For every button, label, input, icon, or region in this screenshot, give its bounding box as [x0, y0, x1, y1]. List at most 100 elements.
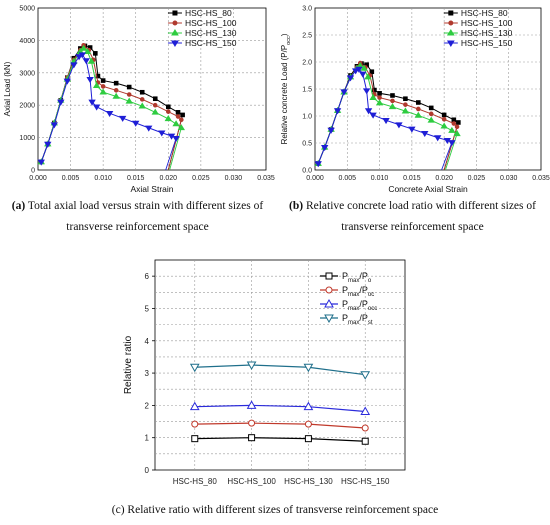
chart-c-data-point [303, 363, 314, 373]
chart-c-y-tick-label: 0 [145, 466, 150, 475]
chart-b-y-tick-label: 1.5 [302, 87, 312, 94]
chart-b-unloading-line [445, 133, 458, 171]
chart-a-y-tick-label: 1000 [19, 135, 35, 142]
chart-c-data-point [246, 400, 257, 409]
caption-c: (c) Relative ratio with different sizes … [0, 500, 550, 521]
chart-b-data-point [355, 66, 363, 73]
chart-b-y-tick-label: 2.0 [302, 60, 312, 67]
chart-b-data-point [364, 73, 372, 80]
chart-a-data-point [78, 52, 86, 59]
chart-b-legend-marker [446, 40, 455, 47]
chart-a-x-axis-label: Axial Strain [131, 184, 174, 194]
chart-b-data-point [390, 98, 395, 104]
chart-a-data-point [86, 76, 94, 84]
chart-a-data-point [63, 78, 72, 85]
chart-c-data-point [189, 363, 200, 373]
chart-b-data-point [416, 100, 421, 105]
chart-b-data-point [375, 99, 384, 106]
chart-c-data-point [248, 434, 256, 442]
chart-b-data-point [369, 112, 377, 119]
chart-c-data-point [191, 420, 199, 428]
chart-a-legend-label: HSC-HS_100 [185, 18, 237, 28]
chart-b-x-tick-label: 0.010 [371, 175, 389, 182]
chart-b-x-tick-label: 0.035 [532, 175, 550, 182]
chart-c-data-point [189, 401, 200, 411]
chart-b-data-point [320, 145, 329, 152]
chart-b-data-point [377, 95, 382, 100]
chart-a-data-point [175, 114, 181, 119]
chart-b-data-point [333, 108, 342, 115]
chart-b-x-tick-label: 0.030 [500, 175, 518, 182]
chart-a-data-point [87, 57, 96, 64]
chart-c-legend-marker [324, 298, 334, 308]
caption-b-label: (b) [289, 200, 304, 212]
chart-c-series-line [194, 422, 366, 429]
chart-a-data-point [177, 124, 186, 131]
chart-a-data-point [100, 84, 106, 89]
chart-b-data-point [453, 130, 461, 137]
chart-a-x-tick-label: 0.025 [192, 175, 210, 182]
chart-b-legend-marker [446, 29, 455, 36]
chart-a-data-point [152, 102, 158, 108]
chart-c-legend-marker [325, 272, 333, 280]
chart-a-legend-label: HSC-HS_80 [185, 8, 232, 18]
chart-c-x-tick-label: HSC-HS_150 [341, 477, 390, 486]
chart-b-data-point [377, 91, 382, 96]
chart-c-data-point [248, 419, 256, 427]
chart-c-x-tick-label: HSC-HS_80 [173, 477, 218, 486]
chart-a-data-point [93, 51, 98, 56]
chart-a-y-tick-label: 5000 [19, 6, 35, 13]
chart-b-data-point [441, 116, 447, 122]
chart-b-data-point [403, 96, 408, 102]
chart-a-data-point [172, 120, 180, 127]
chart-b-plot: 0.000 0.005 0.010 0.015 0.020 0.025 0.030 0.035… [280, 6, 550, 195]
chart-a-x-tick-label: 0.010 [94, 175, 112, 182]
chart-a-data-point [132, 120, 140, 127]
chart-a-data-point [139, 89, 145, 95]
chart-a-data-point [88, 99, 96, 106]
chart-a-data-point [158, 130, 166, 137]
chart-c-legend-label: Pmax/Pocc [342, 299, 377, 312]
chart-b-data-point [433, 135, 442, 142]
chart-c-plot: HSC-HS_80 HSC-HS_100 HSC-HS_130 HSC-HS_150 0… [123, 259, 406, 486]
chart-a-data-point [75, 54, 83, 61]
chart-a-data-point [105, 111, 114, 118]
chart-a-data-point [112, 92, 120, 99]
chart-a-legend-marker [172, 10, 178, 16]
chart-a-data-point [139, 97, 145, 102]
chart-b-legend-marker [448, 10, 454, 16]
chart-c-y-tick-label: 4 [145, 337, 150, 346]
chart-b-y-tick-label: 2.5 [302, 33, 312, 40]
chart-c-legend-marker [324, 314, 334, 324]
chart-b-data-point [440, 122, 448, 129]
chart-b-x-tick-label: 0.020 [435, 175, 453, 182]
chart-c-y-axis-label: Relative ratio [123, 335, 134, 394]
chart-a-legend-marker [172, 20, 178, 26]
chart-c-data-point [304, 435, 312, 443]
chart-c-series-line [194, 404, 366, 413]
chart-c: HSC-HS_80 HSC-HS_100 HSC-HS_130 HSC-HS_150 0… [123, 259, 406, 486]
chart-b-data-point [382, 118, 390, 125]
chart-a-data-point [165, 104, 171, 110]
chart-b-data-point [388, 103, 397, 110]
chart-a-plot: 0.000 0.005 0.010 0.015 0.020 0.025 0.030 0.035… [3, 6, 275, 195]
chart-b-unloading-line [441, 142, 453, 171]
caption-b: (b) Relative concrete load ratio with di… [275, 196, 550, 238]
chart-a-data-point [126, 84, 132, 90]
chart-a-legend-label: HSC-HS_150 [185, 38, 237, 48]
chart-b-data-point [451, 117, 457, 123]
chart-a-data-point [70, 62, 78, 69]
chart-a-data-point [125, 97, 133, 104]
chart-a-data-point [113, 87, 119, 93]
chart-a-data-point [138, 102, 146, 109]
chart-c-data-point [361, 437, 369, 445]
chart-a-x-tick-label: 0.030 [225, 175, 243, 182]
chart-b-y-tick-label: 3.0 [302, 6, 312, 13]
chart-c-series-line [194, 364, 366, 376]
chart-b-data-point [414, 111, 423, 118]
chart-a-y-tick-label: 4000 [19, 38, 35, 45]
chart-b-x-axis-label: Concrete Axial Strain [388, 184, 468, 194]
chart-a-unloading-line [165, 138, 177, 171]
chart-a-plot-area [37, 7, 267, 171]
caption-a-label: (a) [11, 200, 26, 212]
